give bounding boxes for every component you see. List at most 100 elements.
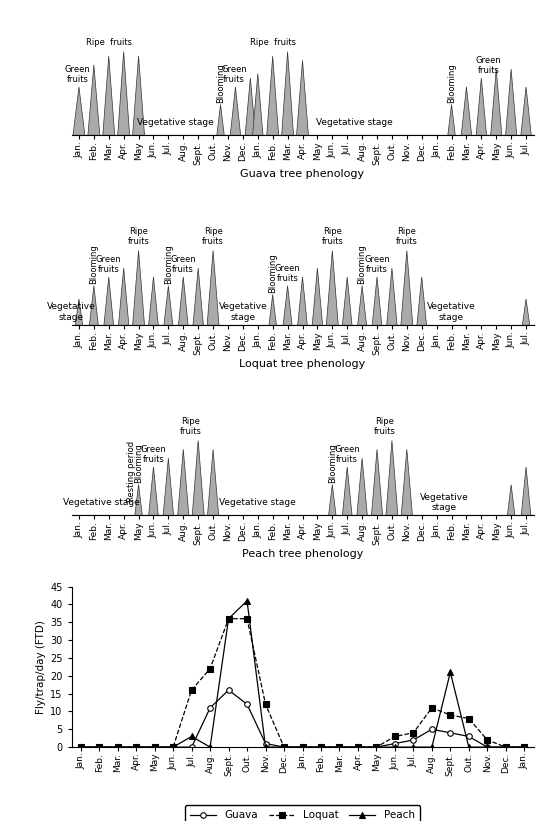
Polygon shape bbox=[148, 277, 158, 325]
Text: Vegetative
stage: Vegetative stage bbox=[420, 493, 469, 512]
Peach bbox=[188, 732, 195, 741]
Polygon shape bbox=[505, 69, 517, 135]
Polygon shape bbox=[491, 69, 502, 135]
Polygon shape bbox=[448, 104, 455, 135]
Polygon shape bbox=[267, 56, 279, 135]
Loquat bbox=[244, 614, 250, 624]
Guava bbox=[262, 739, 269, 749]
Peach bbox=[410, 742, 417, 752]
Polygon shape bbox=[283, 286, 292, 325]
Guava bbox=[465, 732, 472, 741]
Text: Ripe
fruits: Ripe fruits bbox=[180, 417, 202, 436]
Text: Green
fruits: Green fruits bbox=[170, 255, 196, 274]
X-axis label: Loquat tree phenology: Loquat tree phenology bbox=[239, 359, 366, 369]
Guava bbox=[503, 742, 509, 752]
Loquat bbox=[392, 732, 398, 741]
Text: Ripe  fruits: Ripe fruits bbox=[250, 39, 296, 48]
Text: Blooming: Blooming bbox=[164, 244, 173, 284]
Text: Green
fruits: Green fruits bbox=[334, 445, 360, 465]
Polygon shape bbox=[402, 449, 412, 516]
Y-axis label: Fly/trap/day (FTD): Fly/trap/day (FTD) bbox=[36, 620, 46, 713]
Polygon shape bbox=[207, 250, 219, 325]
Polygon shape bbox=[401, 250, 413, 325]
Polygon shape bbox=[103, 56, 115, 135]
Guava bbox=[244, 699, 250, 709]
Peach bbox=[465, 742, 472, 752]
Text: Green
fruits: Green fruits bbox=[364, 255, 390, 274]
Polygon shape bbox=[118, 268, 129, 325]
Polygon shape bbox=[372, 277, 382, 325]
Peach bbox=[521, 742, 527, 752]
Polygon shape bbox=[178, 449, 189, 516]
Peach bbox=[170, 742, 177, 752]
Peach bbox=[280, 742, 287, 752]
Guava bbox=[392, 739, 398, 749]
Polygon shape bbox=[88, 65, 100, 135]
Text: Ripe
fruits: Ripe fruits bbox=[202, 227, 224, 246]
Polygon shape bbox=[163, 458, 174, 516]
Guava bbox=[484, 742, 491, 752]
Text: Vegetative
stage: Vegetative stage bbox=[218, 302, 267, 322]
Loquat bbox=[207, 663, 213, 673]
Text: Green
fruits: Green fruits bbox=[64, 65, 90, 85]
Loquat bbox=[151, 742, 158, 752]
Text: Vegetative stage: Vegetative stage bbox=[138, 117, 214, 126]
Polygon shape bbox=[521, 467, 531, 516]
Text: Vegetative
stage: Vegetative stage bbox=[427, 302, 476, 322]
Peach bbox=[392, 742, 398, 752]
Polygon shape bbox=[133, 56, 145, 135]
Polygon shape bbox=[521, 87, 531, 135]
Peach bbox=[318, 742, 324, 752]
Polygon shape bbox=[135, 484, 142, 516]
Guava bbox=[318, 742, 324, 752]
Guava bbox=[355, 742, 361, 752]
Polygon shape bbox=[133, 250, 145, 325]
Text: Blooming: Blooming bbox=[447, 63, 456, 103]
Guava bbox=[410, 735, 417, 745]
Polygon shape bbox=[508, 484, 515, 516]
Polygon shape bbox=[371, 449, 383, 516]
Loquat bbox=[373, 742, 380, 752]
Loquat bbox=[484, 735, 491, 745]
Text: Resting period: Resting period bbox=[126, 441, 136, 502]
Loquat bbox=[188, 685, 195, 695]
Guava bbox=[78, 742, 84, 752]
Polygon shape bbox=[90, 286, 98, 325]
Guava bbox=[133, 742, 140, 752]
Peach bbox=[133, 742, 140, 752]
X-axis label: Guava tree phenology: Guava tree phenology bbox=[240, 168, 365, 179]
Peach bbox=[114, 742, 121, 752]
Peach bbox=[355, 742, 361, 752]
Peach bbox=[262, 742, 269, 752]
Polygon shape bbox=[282, 52, 294, 135]
Text: Green
fruits: Green fruits bbox=[476, 56, 502, 76]
Guava bbox=[207, 703, 213, 713]
X-axis label: Peach tree phenology: Peach tree phenology bbox=[242, 548, 363, 559]
Peach bbox=[96, 742, 102, 752]
Loquat bbox=[318, 742, 324, 752]
Text: Blooming: Blooming bbox=[358, 244, 367, 284]
Polygon shape bbox=[269, 295, 277, 325]
Polygon shape bbox=[476, 78, 487, 135]
Peach bbox=[484, 742, 491, 752]
Polygon shape bbox=[461, 87, 472, 135]
Polygon shape bbox=[386, 441, 398, 516]
Polygon shape bbox=[342, 277, 352, 325]
Guava bbox=[280, 742, 287, 752]
Line: Peach: Peach bbox=[77, 598, 528, 750]
Polygon shape bbox=[417, 277, 427, 325]
Polygon shape bbox=[342, 467, 352, 516]
Peach bbox=[336, 742, 343, 752]
Text: Vegetative stage: Vegetative stage bbox=[63, 498, 140, 507]
Peach bbox=[299, 742, 306, 752]
Peach bbox=[373, 742, 380, 752]
Polygon shape bbox=[230, 87, 241, 135]
Loquat bbox=[521, 742, 527, 752]
Loquat bbox=[96, 742, 102, 752]
Polygon shape bbox=[357, 458, 367, 516]
Guava bbox=[373, 742, 380, 752]
Guava bbox=[96, 742, 102, 752]
Text: Blooming: Blooming bbox=[268, 253, 277, 293]
Peach bbox=[226, 614, 232, 624]
Text: Ripe
fruits: Ripe fruits bbox=[373, 417, 395, 436]
